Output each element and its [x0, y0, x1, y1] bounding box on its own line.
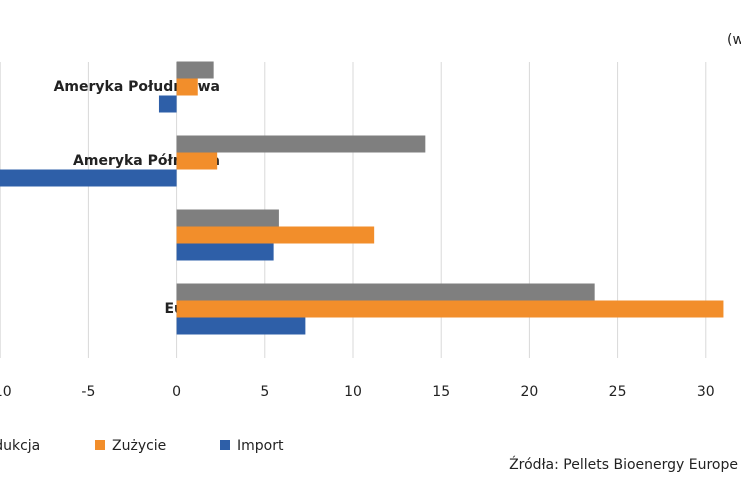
bar: [176, 226, 375, 244]
bar: [176, 152, 218, 170]
x-tick-label: -10: [0, 384, 12, 400]
x-tick-label: 25: [609, 384, 627, 400]
source: Źródła: Pellets Bioenergy Europe: [509, 455, 738, 473]
bar: [176, 317, 306, 335]
bar: [158, 95, 177, 113]
x-tick-label: 15: [432, 384, 450, 400]
x-tick-label: 20: [520, 384, 538, 400]
legend-swatch: [220, 440, 230, 450]
bar: [176, 243, 274, 261]
legend-swatch: [95, 440, 105, 450]
unit-note: (w mln ton): [727, 32, 741, 48]
legend-label: Zużycie: [112, 438, 166, 454]
x-tick-label: -5: [81, 384, 95, 400]
bar: [176, 78, 198, 96]
bar: [176, 135, 426, 153]
bar: [0, 169, 177, 187]
x-tick-label: 5: [260, 384, 269, 400]
bar: [176, 61, 214, 79]
x-tick-label: 30: [697, 384, 715, 400]
x-tick-label: 0: [172, 384, 181, 400]
bar: [176, 283, 595, 301]
bar: [176, 209, 279, 227]
bar: [176, 300, 724, 318]
x-tick-label: 10: [344, 384, 362, 400]
legend-label: Import: [237, 438, 284, 454]
legend-label: Produkcja: [0, 438, 40, 454]
